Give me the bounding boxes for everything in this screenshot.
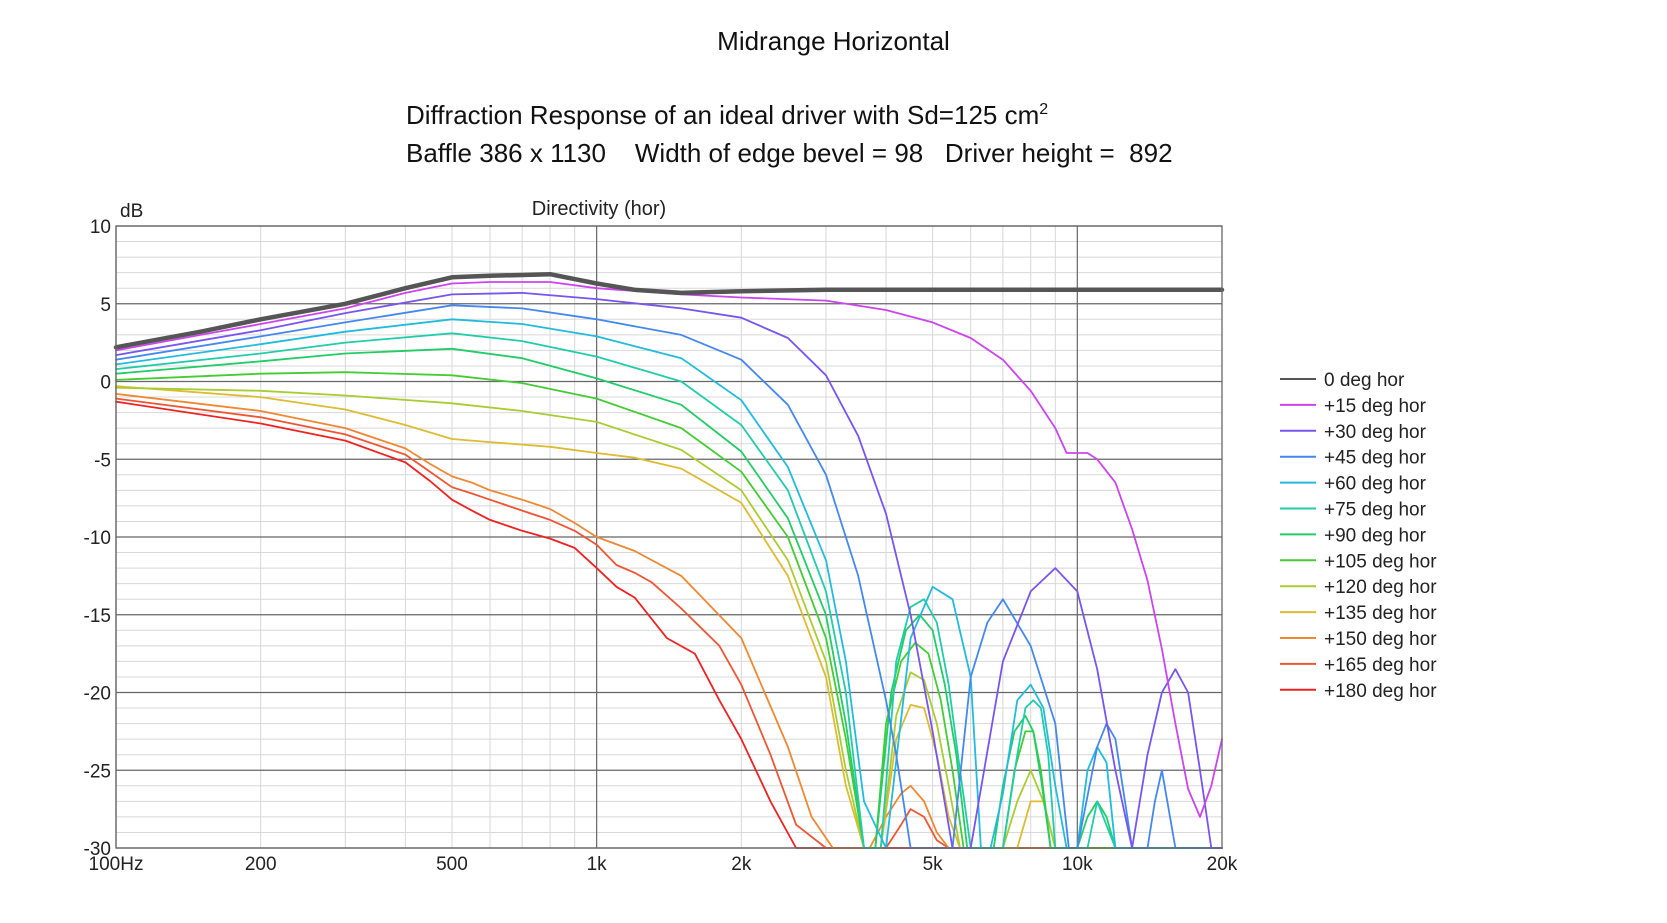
figure-title: Midrange Horizontal <box>717 26 950 56</box>
series-line-9 <box>115 385 1223 849</box>
x-tick-label: 1k <box>587 854 608 875</box>
legend-entry: +60 deg hor <box>1324 474 1427 495</box>
series-line-10 <box>115 393 1223 849</box>
x-tick-label: 500 <box>436 854 468 875</box>
legend: 0 deg hor +15 deg hor +30 deg hor +45 deg h… <box>1280 370 1437 702</box>
y-tick-label: 0 <box>100 373 111 394</box>
x-tick-label: 100Hz <box>89 854 144 875</box>
y-axis-unit: dB <box>120 201 143 222</box>
y-tick-label: -10 <box>84 528 111 549</box>
subtitle-line1-text: Diffraction Response of an ideal driver … <box>406 100 1040 130</box>
legend-entry: +180 deg hor <box>1324 681 1437 702</box>
legend-entry: +150 deg hor <box>1324 629 1437 650</box>
legend-entry: +105 deg hor <box>1324 551 1437 572</box>
series-line-11 <box>115 397 1223 849</box>
tick-labels: 100Hz 200 500 1k 2k 5k 10k 20k 10 5 0 -5 -10 -15 -20 -2… <box>84 217 1238 875</box>
figure-subtitle-line2: Baffle 386 x 1130 Width of edge bevel = … <box>406 138 1173 168</box>
series-line-2 <box>115 292 1223 849</box>
series-layer <box>113 271 1225 849</box>
x-tick-label: 10k <box>1062 854 1093 875</box>
series-line-1 <box>115 281 1223 818</box>
legend-entry: +15 deg hor <box>1324 396 1427 417</box>
legend-entry: +45 deg hor <box>1324 448 1427 469</box>
legend-entry: 0 deg hor <box>1324 370 1405 391</box>
legend-entry: +120 deg hor <box>1324 577 1437 598</box>
y-tick-label: -30 <box>84 839 111 860</box>
legend-entry: +135 deg hor <box>1324 603 1437 624</box>
x-tick-label: 200 <box>245 854 277 875</box>
y-tick-label: 5 <box>100 295 111 316</box>
x-tick-label: 20k <box>1207 854 1238 875</box>
subtitle-superscript: 2 <box>1039 101 1049 118</box>
y-tick-label: -20 <box>84 684 111 705</box>
legend-entry: +90 deg hor <box>1324 525 1427 546</box>
legend-entry: +75 deg hor <box>1324 500 1427 521</box>
x-tick-label: 5k <box>923 854 944 875</box>
plot-frame <box>115 225 1223 849</box>
y-tick-label: -5 <box>94 450 111 471</box>
series-line-0 <box>113 271 1225 350</box>
series-line-8 <box>115 386 1223 849</box>
series-line-12 <box>115 400 1223 849</box>
y-tick-label: 10 <box>90 217 111 238</box>
legend-entry: +30 deg hor <box>1324 422 1427 443</box>
y-tick-label: -15 <box>84 606 111 627</box>
series-line-4 <box>115 318 1223 849</box>
legend-entry: +165 deg hor <box>1324 655 1437 676</box>
y-tick-label: -25 <box>84 761 111 782</box>
x-tick-label: 2k <box>731 854 752 875</box>
series-line-3 <box>115 304 1223 849</box>
figure-subtitle-line1: Diffraction Response of an ideal driver … <box>406 100 1048 131</box>
plot-title: Directivity (hor) <box>532 198 666 220</box>
